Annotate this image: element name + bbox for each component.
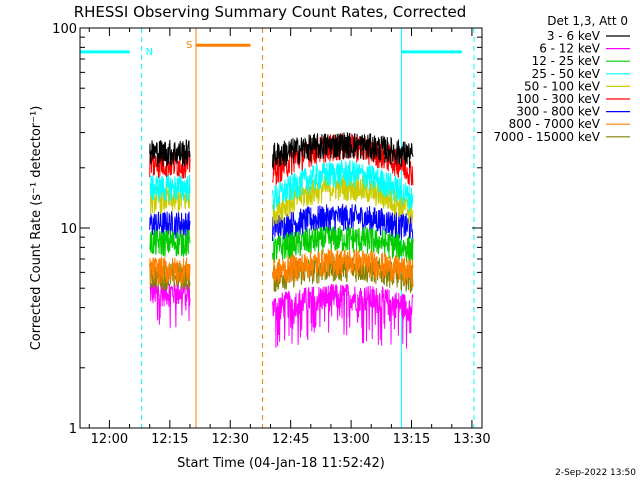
y-axis: 1 10 100 <box>52 22 482 437</box>
x-tick-label: 13:00 <box>332 432 369 447</box>
annotation-label: S <box>186 40 192 51</box>
x-axis: 12:00 12:15 12:30 12:45 13:00 13:15 13:30 <box>88 28 491 447</box>
series-line <box>149 150 191 179</box>
footer-timestamp: 2-Sep-2022 13:50 <box>555 468 636 478</box>
y-tick-label: 100 <box>52 22 77 37</box>
legend-entry-label: 800 - 7000 keV <box>509 117 601 131</box>
legend-entry-label: 12 - 25 keV <box>532 54 601 68</box>
series-line <box>149 210 191 239</box>
x-tick-label: 12:45 <box>272 432 309 447</box>
legend-entry-label: 7000 - 15000 keV <box>493 130 600 144</box>
series-line <box>272 283 414 349</box>
series-line <box>149 139 191 168</box>
legend-entry-label: 3 - 6 keV <box>547 29 601 43</box>
legend-entry-label: 25 - 50 keV <box>532 67 601 81</box>
series-line <box>272 248 414 288</box>
x-axis-label: Start Time (04-Jan-18 11:52:42) <box>177 456 385 471</box>
series-line <box>149 278 191 329</box>
legend-entry-label: 300 - 800 keV <box>516 105 600 119</box>
plot-area: NS <box>79 28 475 428</box>
series-line <box>272 225 414 264</box>
series-line <box>272 174 414 227</box>
y-tick-label: 10 <box>60 222 77 237</box>
legend-entry-label: 100 - 300 keV <box>516 92 600 106</box>
x-tick-label: 12:00 <box>91 432 128 447</box>
series-line <box>149 229 191 257</box>
x-tick-label: 12:15 <box>151 432 188 447</box>
legend-entry-label: 6 - 12 keV <box>539 42 601 56</box>
y-tick-label: 1 <box>69 422 77 437</box>
series-line <box>272 203 414 243</box>
series-line <box>272 132 414 170</box>
series-line <box>149 174 191 203</box>
x-tick-label: 13:15 <box>393 432 430 447</box>
legend-title: Det 1,3, Att 0 <box>547 14 628 28</box>
legend-entry-label: 50 - 100 keV <box>524 79 601 93</box>
y-axis-label: Corrected Count Rate (s⁻¹ detector⁻¹) <box>29 106 44 351</box>
series-line <box>149 256 191 285</box>
x-tick-label: 12:30 <box>212 432 249 447</box>
chart-title: RHESSI Observing Summary Count Rates, Co… <box>74 3 467 21</box>
x-tick-label: 13:30 <box>453 432 490 447</box>
series-line <box>272 159 414 212</box>
annotation-label: N <box>146 47 153 58</box>
